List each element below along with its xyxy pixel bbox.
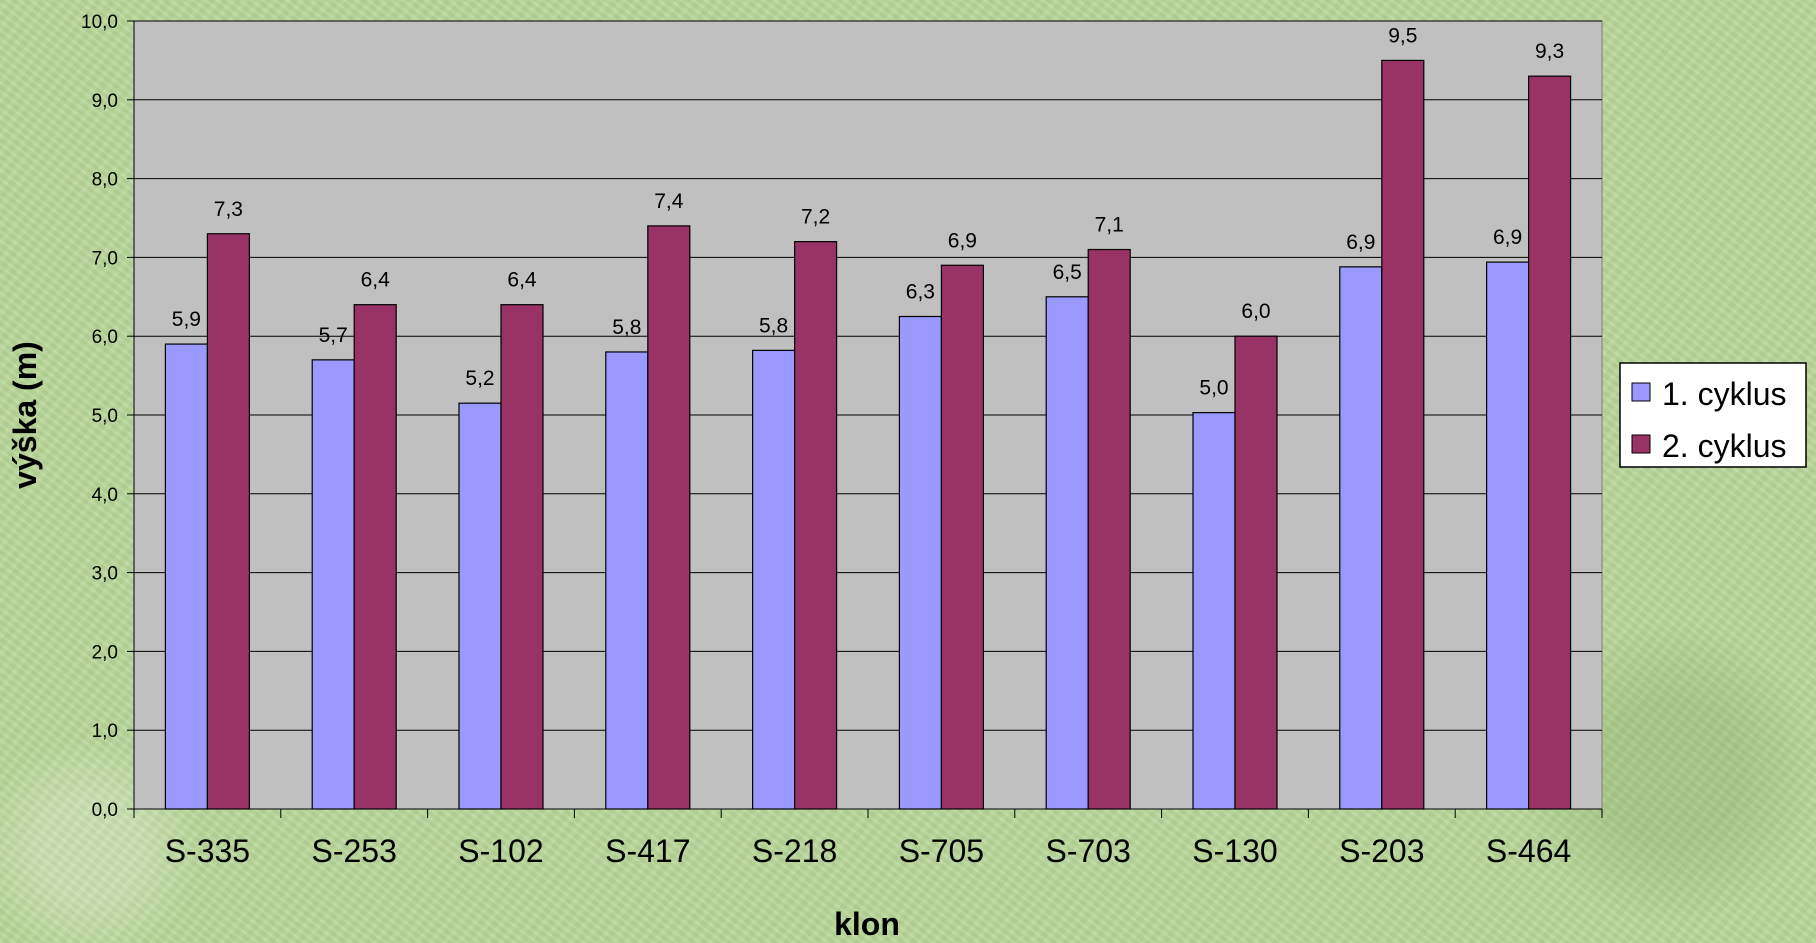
data-label: 7,1 <box>1095 214 1124 237</box>
data-label: 9,5 <box>1388 24 1417 47</box>
bar-series-2 <box>940 264 985 810</box>
y-tick-label: 10,0 <box>81 12 118 33</box>
data-label: 5,9 <box>172 308 201 331</box>
data-label: 6,4 <box>361 269 391 292</box>
bar-series-1 <box>311 359 355 810</box>
bar-series-1 <box>164 343 208 810</box>
x-tick-label: S-130 <box>1192 833 1277 869</box>
y-tick-label: 9,0 <box>92 91 118 112</box>
bar-series-2 <box>647 225 691 810</box>
x-tick-label: S-417 <box>605 833 690 869</box>
data-label: 6,9 <box>1493 226 1522 249</box>
x-tick-label: S-335 <box>165 833 250 869</box>
y-tick-label: 8,0 <box>92 170 118 191</box>
legend: 1. cyklus 2. cyklus <box>1619 362 1807 468</box>
bar-series-2 <box>500 304 544 810</box>
x-tick-label: S-464 <box>1486 833 1571 869</box>
bar-series-2 <box>1234 335 1278 810</box>
bar-series-1 <box>1192 412 1236 810</box>
x-tick-label: S-102 <box>458 833 543 869</box>
x-tick-label: S-703 <box>1046 833 1131 869</box>
legend-swatch-series-2 <box>1631 434 1651 454</box>
data-label: 7,2 <box>801 206 830 229</box>
data-label: 6,9 <box>1346 231 1375 254</box>
y-tick-label: 7,0 <box>92 248 118 269</box>
legend-label-series-2: 2. cyklus <box>1662 428 1786 464</box>
bar-series-1 <box>751 349 796 810</box>
data-label: 6,0 <box>1241 300 1270 323</box>
y-tick-label: 5,0 <box>92 406 118 427</box>
bar-series-1 <box>898 315 943 810</box>
bar-series-1 <box>605 351 649 810</box>
data-label: 6,5 <box>1053 261 1082 284</box>
y-tick-label: 6,0 <box>92 327 118 348</box>
data-label: 5,8 <box>612 316 641 339</box>
data-label: 5,0 <box>1199 377 1228 400</box>
x-tick-label: S-203 <box>1339 833 1424 869</box>
data-label: 5,8 <box>759 314 788 337</box>
axes: 0,0 1,0 2,0 3,0 4,0 5,0 6,0 7,0 8,0 9,0 10,0 S-335 S… <box>81 12 1603 869</box>
bar-series-2 <box>1381 59 1425 810</box>
data-label: 6,3 <box>906 281 935 304</box>
bar-series-2 <box>353 304 397 810</box>
bar-series-1 <box>458 402 502 810</box>
x-tick-label: S-253 <box>312 833 397 869</box>
bar-series-1 <box>1339 266 1383 810</box>
bar-series-2 <box>206 233 250 810</box>
legend-box <box>1619 362 1807 468</box>
data-label: 5,7 <box>319 324 348 347</box>
x-axis-title: klon <box>834 906 900 942</box>
bar-series-2 <box>793 241 838 810</box>
bar-series-1 <box>1045 296 1089 810</box>
y-tick-label: 3,0 <box>92 564 118 585</box>
data-label: 9,3 <box>1535 40 1564 63</box>
data-label: 6,9 <box>948 229 977 252</box>
data-label: 5,2 <box>465 367 494 390</box>
data-labels: 5,9 7,3 5,7 6,4 5,2 6,4 5,8 7,4 5,8 7,2 6,3 6,9 6,5 7… <box>172 24 1564 399</box>
x-tick-label: S-705 <box>899 833 984 869</box>
bar-series-2 <box>1527 75 1572 810</box>
data-label: 7,4 <box>654 190 684 213</box>
bar-series-1 <box>1485 261 1530 810</box>
data-label: 7,3 <box>214 198 243 221</box>
y-tick-label: 4,0 <box>92 485 118 506</box>
legend-label-series-1: 1. cyklus <box>1662 376 1786 412</box>
y-tick-label: 0,0 <box>92 800 118 821</box>
legend-swatch-series-1 <box>1631 382 1651 402</box>
y-tick-label: 2,0 <box>92 642 118 663</box>
y-tick-label: 1,0 <box>92 721 118 742</box>
bar-series-2 <box>1087 248 1131 810</box>
x-tick-label: S-218 <box>752 833 837 869</box>
y-axis-title: výška (m) <box>7 341 43 489</box>
data-label: 6,4 <box>507 269 537 292</box>
